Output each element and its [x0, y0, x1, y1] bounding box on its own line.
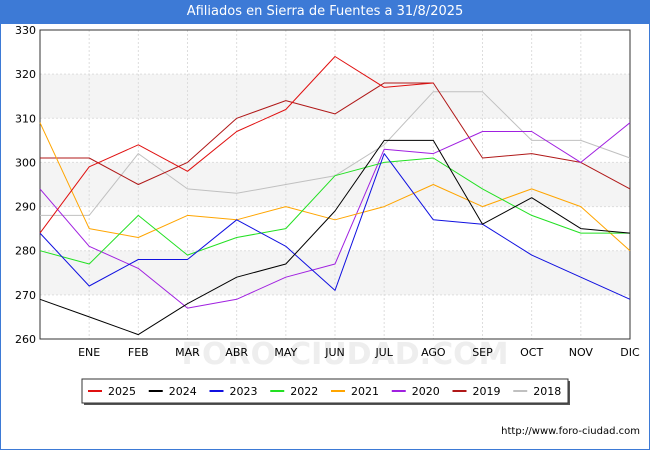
y-tick-label: 280	[15, 245, 36, 258]
x-tick-label: FEB	[128, 346, 149, 359]
series-line-2023	[39, 153, 631, 300]
grid-band	[40, 250, 630, 295]
series-line-2020	[39, 122, 631, 309]
y-tick-label: 300	[15, 156, 36, 169]
y-tick-label: 270	[15, 289, 36, 302]
x-tick-label: JUN	[324, 346, 345, 359]
x-tick-label: SEP	[472, 346, 493, 359]
legend	[81, 378, 569, 404]
y-tick-label: 330	[15, 24, 36, 37]
x-tick-label: MAR	[175, 346, 200, 359]
series-line-2019	[40, 82, 631, 190]
x-tick-label: OCT	[520, 346, 543, 359]
y-tick-label: 310	[15, 112, 36, 125]
legend-label-2018: 2018	[533, 385, 561, 398]
y-tick-label: 320	[15, 68, 36, 81]
legend-label-2023: 2023	[230, 385, 258, 398]
x-tick-label: ABR	[225, 346, 248, 359]
x-tick-label: DIC	[620, 346, 640, 359]
legend-label-2024: 2024	[169, 385, 197, 398]
x-tick-label: MAY	[274, 346, 297, 359]
legend-label-2021: 2021	[351, 385, 379, 398]
plot-border	[39, 29, 631, 340]
x-tick-label: NOV	[569, 346, 594, 359]
legend-label-2022: 2022	[290, 385, 318, 398]
source-url: http://www.foro-ciudad.com	[501, 426, 640, 437]
legend-label-2025: 2025	[108, 385, 136, 398]
chart-title: Afiliados en Sierra de Fuentes a 31/8/20…	[0, 0, 650, 24]
series-line-2025	[39, 56, 434, 234]
x-tick-label: AGO	[421, 346, 446, 359]
y-tick-label: 290	[15, 201, 36, 214]
series-line-2021	[39, 122, 631, 252]
y-tick-label: 260	[15, 333, 36, 346]
legend-label-2019: 2019	[473, 385, 501, 398]
series-line-2022	[39, 157, 630, 265]
legend-label-2020: 2020	[412, 385, 440, 398]
watermark: FORO-CIUDAD.COM	[182, 337, 509, 372]
x-tick-label: ENE	[78, 346, 100, 359]
series-line-2024	[39, 139, 631, 336]
x-tick-label: JUL	[374, 346, 393, 359]
